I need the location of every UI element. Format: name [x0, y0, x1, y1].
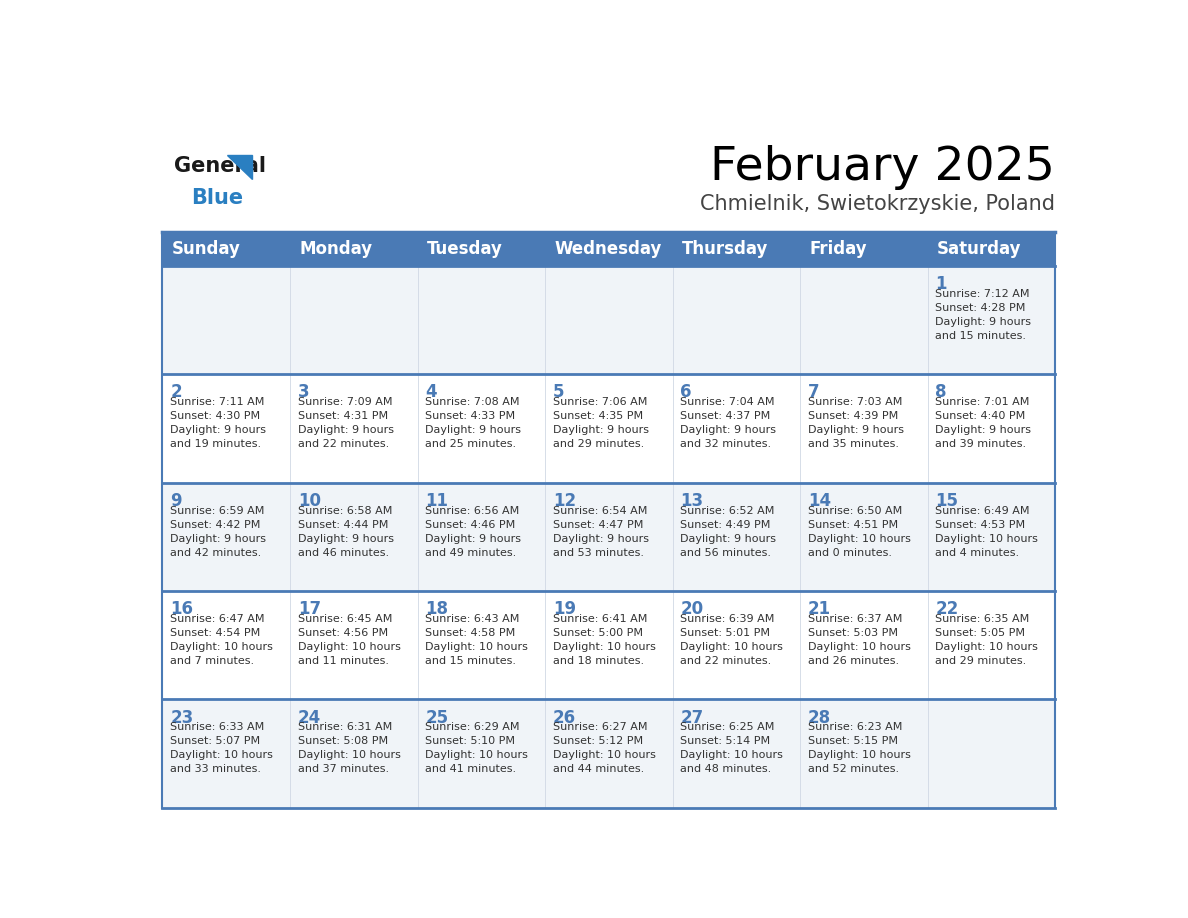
Polygon shape: [227, 155, 252, 179]
FancyBboxPatch shape: [163, 591, 1055, 700]
Text: Sunrise: 6:41 AM
Sunset: 5:00 PM
Daylight: 10 hours
and 18 minutes.: Sunrise: 6:41 AM Sunset: 5:00 PM Dayligh…: [552, 614, 656, 666]
Text: Sunrise: 7:03 AM
Sunset: 4:39 PM
Daylight: 9 hours
and 35 minutes.: Sunrise: 7:03 AM Sunset: 4:39 PM Dayligh…: [808, 397, 904, 449]
Text: Monday: Monday: [299, 240, 372, 258]
Text: Sunrise: 6:59 AM
Sunset: 4:42 PM
Daylight: 9 hours
and 42 minutes.: Sunrise: 6:59 AM Sunset: 4:42 PM Dayligh…: [170, 506, 266, 557]
Text: 11: 11: [425, 492, 448, 509]
Text: Sunrise: 6:56 AM
Sunset: 4:46 PM
Daylight: 9 hours
and 49 minutes.: Sunrise: 6:56 AM Sunset: 4:46 PM Dayligh…: [425, 506, 522, 557]
Text: Sunrise: 7:04 AM
Sunset: 4:37 PM
Daylight: 9 hours
and 32 minutes.: Sunrise: 7:04 AM Sunset: 4:37 PM Dayligh…: [681, 397, 777, 449]
Text: 19: 19: [552, 600, 576, 618]
Text: 28: 28: [808, 709, 832, 727]
Text: Friday: Friday: [809, 240, 867, 258]
Text: Sunrise: 7:08 AM
Sunset: 4:33 PM
Daylight: 9 hours
and 25 minutes.: Sunrise: 7:08 AM Sunset: 4:33 PM Dayligh…: [425, 397, 522, 449]
Text: 18: 18: [425, 600, 448, 618]
Text: 4: 4: [425, 384, 437, 401]
Text: Sunrise: 6:37 AM
Sunset: 5:03 PM
Daylight: 10 hours
and 26 minutes.: Sunrise: 6:37 AM Sunset: 5:03 PM Dayligh…: [808, 614, 911, 666]
Text: Sunrise: 6:31 AM
Sunset: 5:08 PM
Daylight: 10 hours
and 37 minutes.: Sunrise: 6:31 AM Sunset: 5:08 PM Dayligh…: [298, 722, 400, 775]
Text: Sunrise: 6:29 AM
Sunset: 5:10 PM
Daylight: 10 hours
and 41 minutes.: Sunrise: 6:29 AM Sunset: 5:10 PM Dayligh…: [425, 722, 529, 775]
Text: Blue: Blue: [191, 188, 244, 208]
Text: 9: 9: [170, 492, 182, 509]
Text: 24: 24: [298, 709, 321, 727]
Text: 17: 17: [298, 600, 321, 618]
Text: 25: 25: [425, 709, 448, 727]
Text: Sunrise: 6:35 AM
Sunset: 5:05 PM
Daylight: 10 hours
and 29 minutes.: Sunrise: 6:35 AM Sunset: 5:05 PM Dayligh…: [935, 614, 1038, 666]
FancyBboxPatch shape: [163, 265, 1055, 375]
Text: Chmielnik, Swietokrzyskie, Poland: Chmielnik, Swietokrzyskie, Poland: [700, 194, 1055, 214]
Text: 13: 13: [681, 492, 703, 509]
Text: Sunrise: 6:50 AM
Sunset: 4:51 PM
Daylight: 10 hours
and 0 minutes.: Sunrise: 6:50 AM Sunset: 4:51 PM Dayligh…: [808, 506, 911, 557]
Text: 23: 23: [170, 709, 194, 727]
Text: Sunrise: 6:47 AM
Sunset: 4:54 PM
Daylight: 10 hours
and 7 minutes.: Sunrise: 6:47 AM Sunset: 4:54 PM Dayligh…: [170, 614, 273, 666]
Text: 12: 12: [552, 492, 576, 509]
Text: 3: 3: [298, 384, 309, 401]
FancyBboxPatch shape: [163, 375, 1055, 483]
Text: Sunrise: 6:25 AM
Sunset: 5:14 PM
Daylight: 10 hours
and 48 minutes.: Sunrise: 6:25 AM Sunset: 5:14 PM Dayligh…: [681, 722, 783, 775]
Text: 22: 22: [935, 600, 959, 618]
Text: Saturday: Saturday: [937, 240, 1022, 258]
Text: Sunrise: 6:52 AM
Sunset: 4:49 PM
Daylight: 9 hours
and 56 minutes.: Sunrise: 6:52 AM Sunset: 4:49 PM Dayligh…: [681, 506, 777, 557]
Text: Wednesday: Wednesday: [555, 240, 662, 258]
Text: 2: 2: [170, 384, 182, 401]
Text: February 2025: February 2025: [710, 145, 1055, 190]
Text: Sunrise: 6:43 AM
Sunset: 4:58 PM
Daylight: 10 hours
and 15 minutes.: Sunrise: 6:43 AM Sunset: 4:58 PM Dayligh…: [425, 614, 529, 666]
Text: Sunrise: 7:06 AM
Sunset: 4:35 PM
Daylight: 9 hours
and 29 minutes.: Sunrise: 7:06 AM Sunset: 4:35 PM Dayligh…: [552, 397, 649, 449]
Text: Sunrise: 6:45 AM
Sunset: 4:56 PM
Daylight: 10 hours
and 11 minutes.: Sunrise: 6:45 AM Sunset: 4:56 PM Dayligh…: [298, 614, 400, 666]
FancyBboxPatch shape: [163, 483, 1055, 591]
Text: Sunrise: 6:58 AM
Sunset: 4:44 PM
Daylight: 9 hours
and 46 minutes.: Sunrise: 6:58 AM Sunset: 4:44 PM Dayligh…: [298, 506, 393, 557]
Text: 26: 26: [552, 709, 576, 727]
Text: 21: 21: [808, 600, 832, 618]
Text: Thursday: Thursday: [682, 240, 769, 258]
Text: 8: 8: [935, 384, 947, 401]
Text: Sunrise: 7:11 AM
Sunset: 4:30 PM
Daylight: 9 hours
and 19 minutes.: Sunrise: 7:11 AM Sunset: 4:30 PM Dayligh…: [170, 397, 266, 449]
Text: Sunrise: 6:39 AM
Sunset: 5:01 PM
Daylight: 10 hours
and 22 minutes.: Sunrise: 6:39 AM Sunset: 5:01 PM Dayligh…: [681, 614, 783, 666]
Text: Sunrise: 7:12 AM
Sunset: 4:28 PM
Daylight: 9 hours
and 15 minutes.: Sunrise: 7:12 AM Sunset: 4:28 PM Dayligh…: [935, 289, 1031, 341]
Text: 7: 7: [808, 384, 820, 401]
Text: Sunday: Sunday: [172, 240, 241, 258]
Text: General: General: [175, 155, 266, 175]
Text: 10: 10: [298, 492, 321, 509]
Text: 14: 14: [808, 492, 832, 509]
Text: 15: 15: [935, 492, 959, 509]
Text: 1: 1: [935, 274, 947, 293]
FancyBboxPatch shape: [163, 232, 1055, 265]
Text: Sunrise: 6:33 AM
Sunset: 5:07 PM
Daylight: 10 hours
and 33 minutes.: Sunrise: 6:33 AM Sunset: 5:07 PM Dayligh…: [170, 722, 273, 775]
Text: 27: 27: [681, 709, 703, 727]
Text: 20: 20: [681, 600, 703, 618]
Text: Sunrise: 6:27 AM
Sunset: 5:12 PM
Daylight: 10 hours
and 44 minutes.: Sunrise: 6:27 AM Sunset: 5:12 PM Dayligh…: [552, 722, 656, 775]
Text: 16: 16: [170, 600, 194, 618]
Text: Sunrise: 6:49 AM
Sunset: 4:53 PM
Daylight: 10 hours
and 4 minutes.: Sunrise: 6:49 AM Sunset: 4:53 PM Dayligh…: [935, 506, 1038, 557]
Text: Sunrise: 7:01 AM
Sunset: 4:40 PM
Daylight: 9 hours
and 39 minutes.: Sunrise: 7:01 AM Sunset: 4:40 PM Dayligh…: [935, 397, 1031, 449]
Text: Sunrise: 7:09 AM
Sunset: 4:31 PM
Daylight: 9 hours
and 22 minutes.: Sunrise: 7:09 AM Sunset: 4:31 PM Dayligh…: [298, 397, 393, 449]
Text: Tuesday: Tuesday: [426, 240, 503, 258]
FancyBboxPatch shape: [163, 700, 1055, 808]
Text: 6: 6: [681, 384, 691, 401]
Text: Sunrise: 6:54 AM
Sunset: 4:47 PM
Daylight: 9 hours
and 53 minutes.: Sunrise: 6:54 AM Sunset: 4:47 PM Dayligh…: [552, 506, 649, 557]
Text: 5: 5: [552, 384, 564, 401]
Text: Sunrise: 6:23 AM
Sunset: 5:15 PM
Daylight: 10 hours
and 52 minutes.: Sunrise: 6:23 AM Sunset: 5:15 PM Dayligh…: [808, 722, 911, 775]
